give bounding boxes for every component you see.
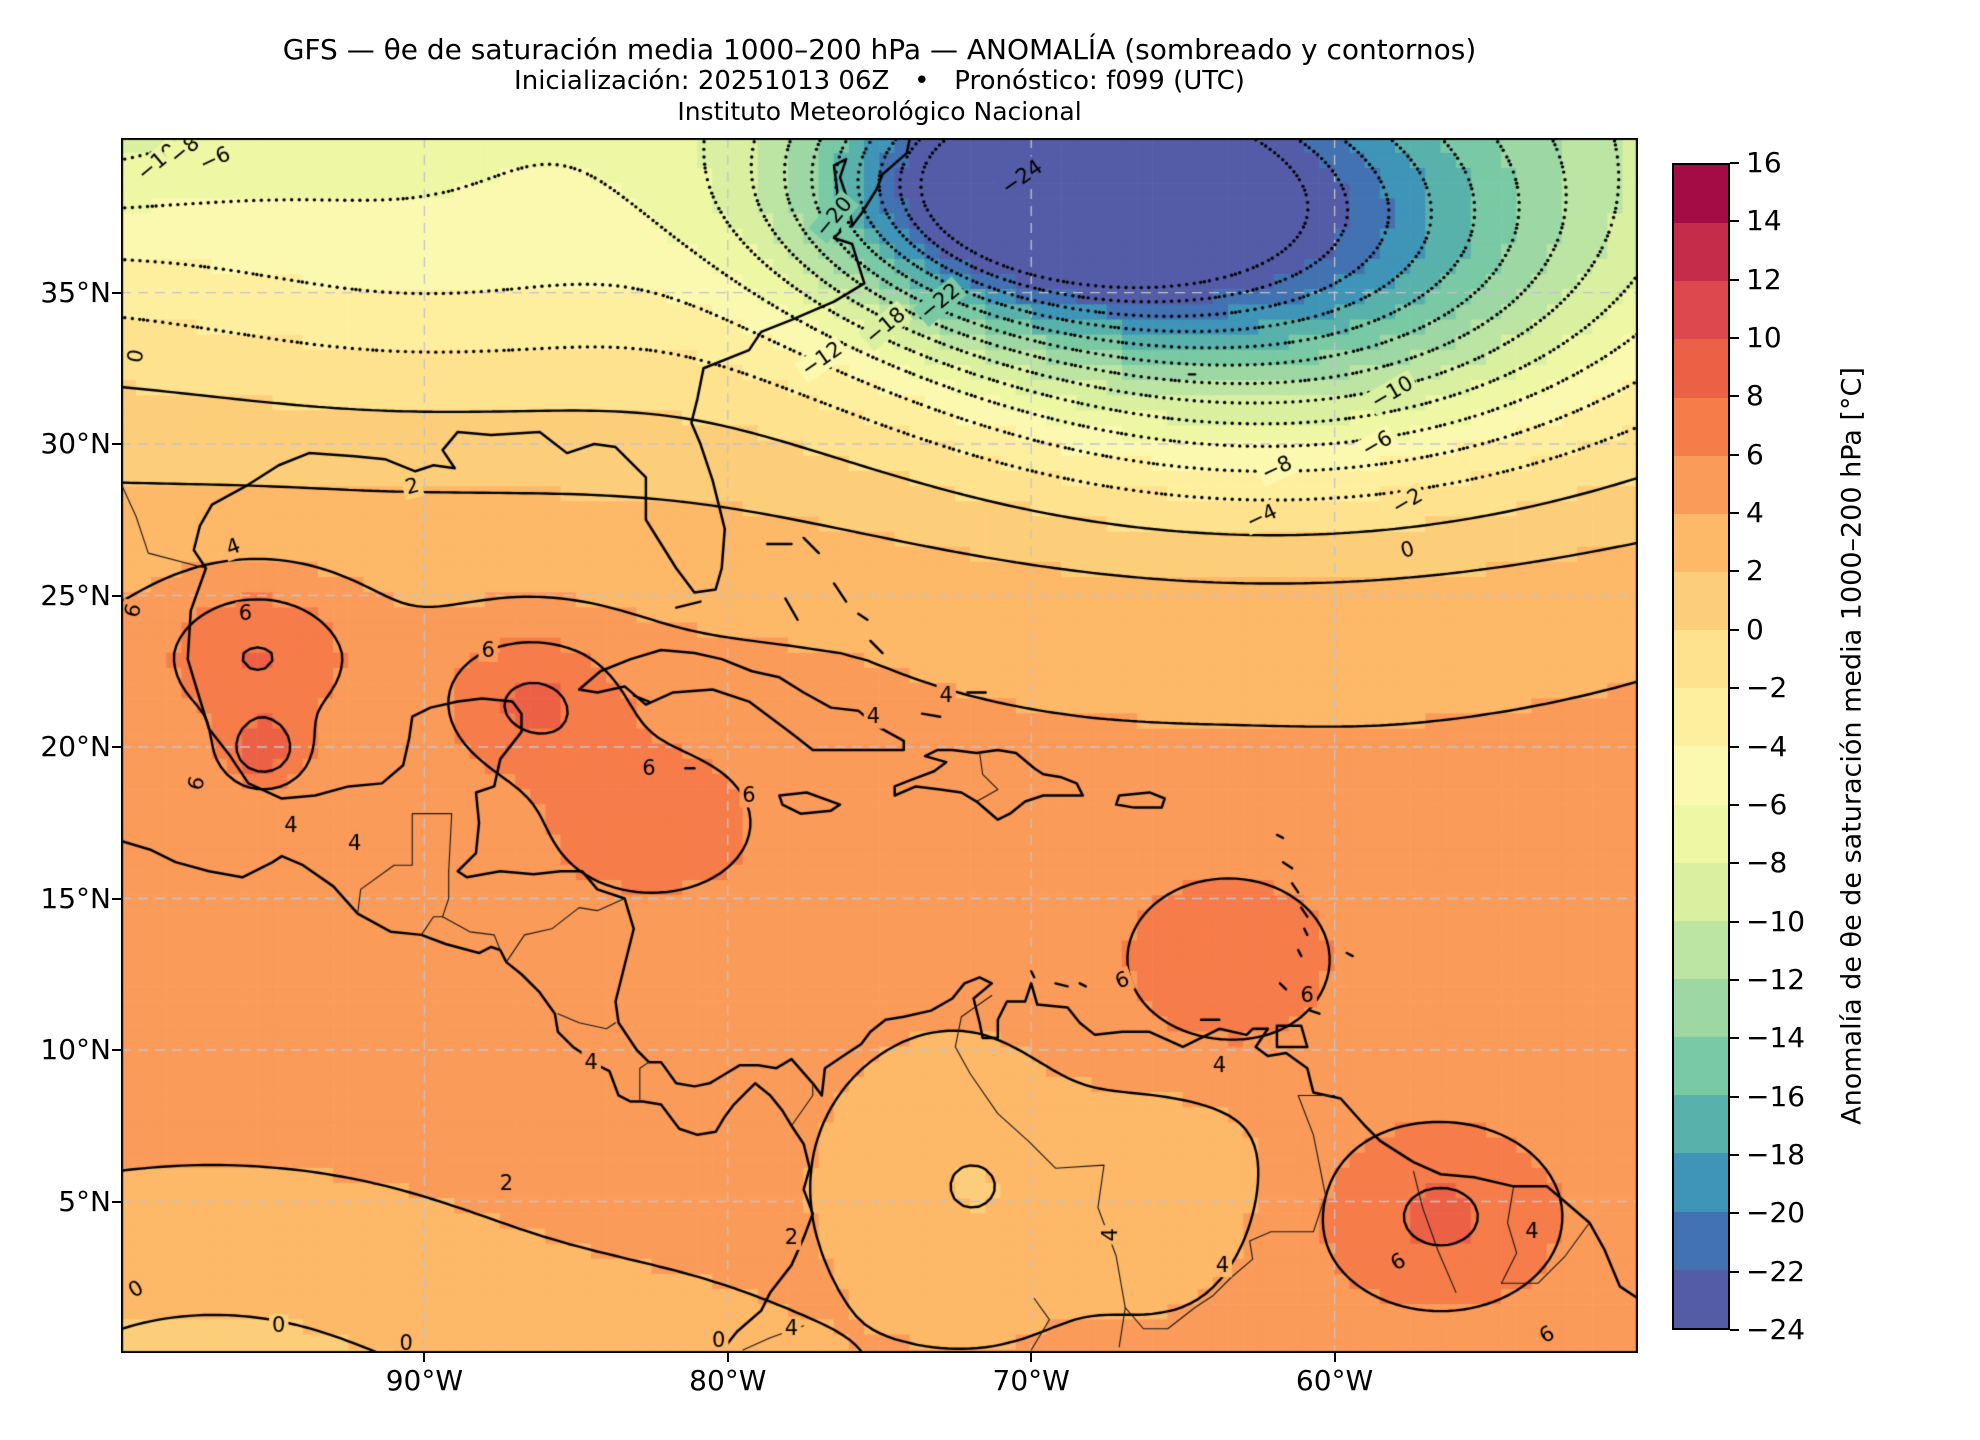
colorbar-tick-mark	[1730, 1095, 1739, 1098]
colorbar-tick-mark	[1730, 395, 1739, 398]
colorbar-tick-mark	[1730, 803, 1739, 806]
y-tick-mark	[112, 594, 121, 597]
colorbar-band	[1674, 455, 1728, 514]
x-tick-label: 90°W	[385, 1364, 464, 1397]
colorbar-tick-label: 4	[1746, 496, 1764, 530]
y-tick-label: 5°N	[58, 1184, 111, 1218]
y-tick-label: 30°N	[40, 427, 111, 461]
y-tick-mark	[112, 291, 121, 294]
colorbar-tick-mark	[1730, 1329, 1739, 1331]
y-tick-label: 25°N	[40, 578, 111, 612]
x-tick-label: 60°W	[1295, 1364, 1374, 1397]
colorbar-band	[1674, 1153, 1728, 1212]
colorbar-band	[1674, 397, 1728, 456]
figure-institution: Instituto Meteorológico Nacional	[677, 97, 1082, 126]
anomaly-contour-map	[121, 138, 1638, 1353]
colorbar-tick-mark	[1730, 1153, 1739, 1156]
colorbar-band	[1674, 1095, 1728, 1154]
colorbar-band	[1674, 1269, 1728, 1328]
colorbar-band	[1674, 513, 1728, 572]
y-tick-mark	[112, 443, 121, 446]
colorbar-tick-mark	[1730, 978, 1739, 981]
colorbar-band	[1674, 571, 1728, 631]
y-tick-mark	[112, 897, 121, 900]
colorbar-title: Anomalía de θe de saturación media 1000–…	[1836, 367, 1868, 1125]
colorbar-tick-mark	[1730, 1037, 1739, 1040]
colorbar-tick-label: 10	[1746, 321, 1782, 355]
colorbar-tick-mark	[1730, 220, 1739, 223]
colorbar-band	[1674, 920, 1728, 979]
colorbar-tick-label: 16	[1746, 146, 1782, 179]
colorbar-tick-label: −2	[1746, 671, 1788, 705]
colorbar-band	[1674, 746, 1728, 805]
colorbar-band	[1674, 862, 1728, 921]
colorbar-tick-label: −4	[1746, 729, 1788, 763]
colorbar-tick-label: 14	[1746, 204, 1782, 238]
colorbar-tick-mark	[1730, 1270, 1739, 1273]
colorbar-tick-label: −12	[1746, 962, 1806, 996]
colorbar-band	[1674, 630, 1728, 689]
x-tick-mark	[1333, 1353, 1336, 1362]
colorbar-tick-label: −6	[1746, 787, 1788, 821]
colorbar-tick-mark	[1730, 862, 1739, 865]
colorbar-band	[1674, 165, 1728, 224]
x-tick-label: 80°W	[689, 1364, 767, 1397]
colorbar-band	[1674, 1211, 1728, 1270]
colorbar-tick-label: 6	[1746, 437, 1764, 471]
colorbar-tick-label: −20	[1746, 1196, 1806, 1230]
colorbar-tick-label: −24	[1746, 1313, 1806, 1346]
colorbar-tick-label: −14	[1746, 1021, 1806, 1055]
y-tick-mark	[112, 1049, 121, 1051]
y-tick-label: 10°N	[40, 1033, 111, 1066]
colorbar	[1672, 163, 1730, 1330]
y-tick-mark	[112, 1200, 121, 1203]
colorbar-tick-label: −10	[1746, 904, 1806, 938]
y-tick-label: 35°N	[40, 275, 111, 309]
colorbar-band	[1674, 223, 1728, 282]
colorbar-tick-label: 12	[1746, 262, 1782, 296]
colorbar-band	[1674, 688, 1728, 747]
x-tick-mark	[423, 1353, 426, 1362]
colorbar-tick-mark	[1730, 920, 1739, 923]
y-tick-label: 20°N	[40, 730, 111, 763]
colorbar-tick-label: −16	[1746, 1079, 1806, 1113]
colorbar-tick-label: 0	[1746, 612, 1764, 646]
y-tick-mark	[112, 746, 121, 748]
x-tick-label: 70°W	[992, 1364, 1070, 1397]
colorbar-tick-label: −8	[1746, 846, 1788, 880]
colorbar-tick-label: −22	[1746, 1254, 1806, 1288]
figure-title: GFS — θe de saturación media 1000–200 hP…	[282, 33, 1477, 66]
colorbar-band	[1674, 1037, 1728, 1096]
colorbar-tick-mark	[1730, 512, 1739, 515]
colorbar-tick-mark	[1730, 162, 1739, 164]
figure-subtitle: Inicialización: 20251013 06Z • Pronóstic…	[514, 66, 1245, 96]
colorbar-band	[1674, 281, 1728, 340]
colorbar-band	[1674, 804, 1728, 863]
colorbar-tick-mark	[1730, 628, 1739, 631]
x-tick-mark	[726, 1353, 729, 1362]
y-tick-label: 15°N	[40, 881, 111, 915]
colorbar-tick-mark	[1730, 745, 1739, 748]
colorbar-tick-mark	[1730, 453, 1739, 456]
colorbar-tick-mark	[1730, 1212, 1739, 1215]
colorbar-tick-mark	[1730, 687, 1739, 690]
colorbar-tick-mark	[1730, 570, 1739, 573]
colorbar-tick-mark	[1730, 337, 1739, 340]
x-tick-mark	[1030, 1353, 1033, 1362]
colorbar-band	[1674, 978, 1728, 1038]
colorbar-tick-label: 8	[1746, 379, 1764, 413]
colorbar-tick-label: 2	[1746, 554, 1764, 588]
colorbar-tick-label: −18	[1746, 1137, 1806, 1171]
colorbar-band	[1674, 339, 1728, 398]
colorbar-tick-mark	[1730, 278, 1739, 281]
